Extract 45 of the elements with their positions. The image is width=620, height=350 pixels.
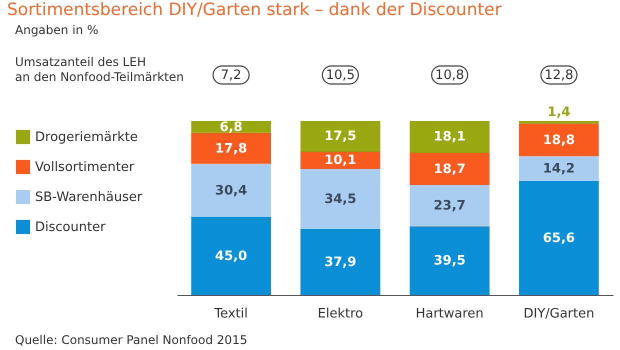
legend-label: SB-Warenhäuser (35, 190, 143, 205)
legend-label: Drogeriemärkte (35, 130, 138, 145)
text: Angaben in % (15, 23, 98, 37)
source-note: Quelle: Consumer Panel Nonfood 2015 (15, 333, 248, 347)
data-label: 34,5 (324, 192, 356, 208)
annotation: 10,5 (326, 68, 355, 83)
data-label: 65,6 (542, 230, 575, 246)
annotation: 10,8 (435, 68, 464, 83)
chart-title: Sortimentsbereich DIY/Garten stark – dank der Discounter (7, 0, 502, 20)
data-label: 23,7 (434, 198, 466, 214)
legend-label: Vollsortimenter (35, 160, 135, 175)
data-label: 17,5 (324, 129, 356, 144)
bar (191, 164, 271, 217)
data-label: 18,1 (434, 130, 466, 145)
bar (519, 123, 599, 156)
x-tick-label: DIY/Garten (523, 306, 594, 322)
bar (410, 152, 490, 186)
text: Umsatzanteil des LEH an den Nonfood-Teilmärkten (15, 55, 184, 84)
data-label: 6,8 (220, 120, 243, 135)
annotation: 12,8 (544, 68, 574, 83)
data-label: 10,1 (324, 153, 356, 168)
bar (300, 169, 380, 230)
data-label: 39,5 (434, 254, 466, 269)
data-label: 45,0 (215, 248, 248, 264)
bar (519, 180, 599, 295)
bar (519, 156, 599, 181)
x-tick-label: Hartwaren (416, 306, 484, 322)
data-label: 14,2 (542, 162, 575, 176)
data-label: 30,4 (215, 183, 248, 198)
bar (410, 226, 490, 295)
legend-label: Discounter (35, 220, 106, 235)
x-tick-label: Elektro (318, 306, 364, 322)
bar (410, 185, 490, 226)
bar (410, 121, 490, 152)
bar (300, 229, 380, 295)
bar (191, 132, 271, 164)
data-label: 18,7 (434, 162, 466, 177)
bar (300, 121, 380, 152)
data-label: 18,8 (542, 132, 575, 148)
data-label: 37,9 (324, 255, 356, 270)
x-tick-label: Textil (213, 306, 248, 322)
annotation: 7,2 (220, 68, 242, 83)
data-label: 17,8 (215, 141, 248, 156)
data-label: 1,4 (547, 105, 570, 120)
bar (191, 216, 271, 295)
